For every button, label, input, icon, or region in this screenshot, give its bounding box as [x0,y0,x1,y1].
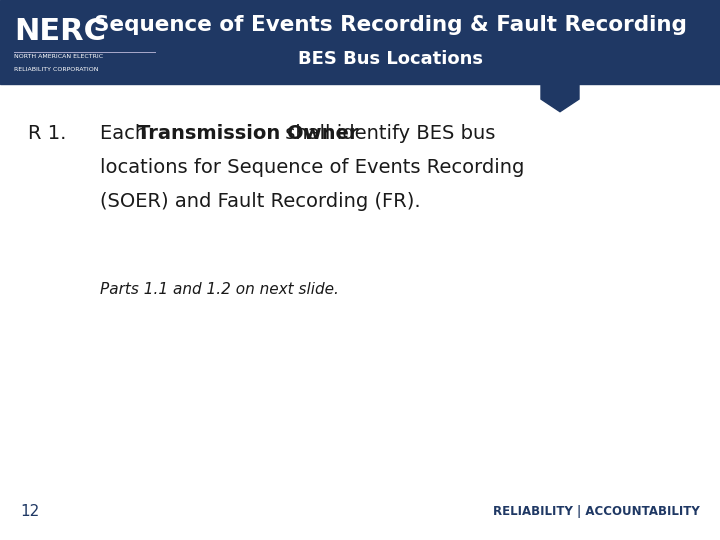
Polygon shape [541,84,579,112]
Text: BES Bus Locations: BES Bus Locations [297,50,482,68]
Text: 12: 12 [20,504,40,519]
Text: NERC: NERC [14,17,106,46]
Text: R 1.: R 1. [28,124,66,143]
Text: Transmission Owner: Transmission Owner [137,124,359,143]
Text: locations for Sequence of Events Recording: locations for Sequence of Events Recordi… [100,158,524,177]
Text: Sequence of Events Recording & Fault Recording: Sequence of Events Recording & Fault Rec… [94,15,686,35]
Text: NORTH AMERICAN ELECTRIC: NORTH AMERICAN ELECTRIC [14,55,103,59]
Text: Each: Each [100,124,153,143]
Text: shall identify BES bus: shall identify BES bus [279,124,495,143]
Text: RELIABILITY CORPORATION: RELIABILITY CORPORATION [14,67,99,72]
Bar [0,0,720,84]
Text: Parts 1.1 and 1.2 on next slide.: Parts 1.1 and 1.2 on next slide. [100,282,339,296]
Text: (SOER) and Fault Recording (FR).: (SOER) and Fault Recording (FR). [100,192,420,211]
Text: RELIABILITY | ACCOUNTABILITY: RELIABILITY | ACCOUNTABILITY [493,505,700,518]
